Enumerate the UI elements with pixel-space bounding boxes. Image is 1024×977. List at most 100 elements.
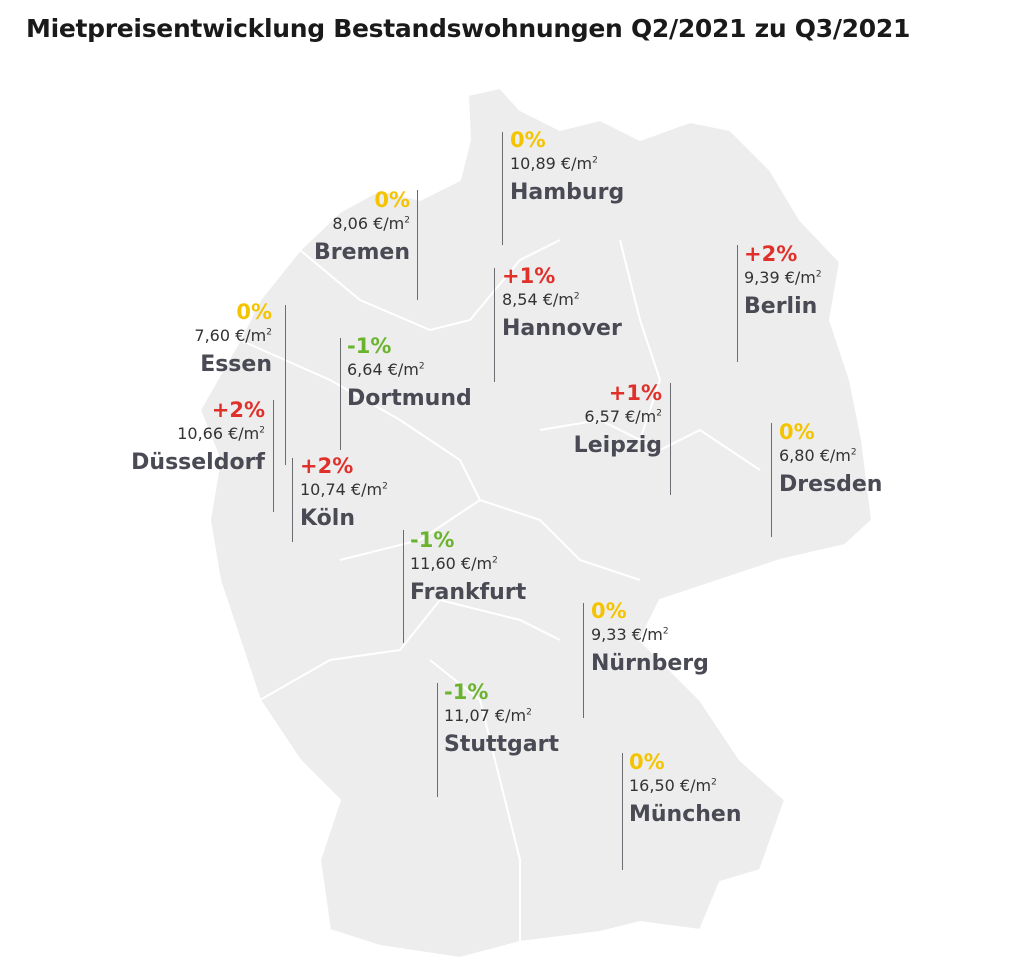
unit: €/m (228, 424, 260, 443)
unit-sup: 2 (266, 327, 272, 338)
unit-sup: 2 (815, 269, 822, 280)
change-percent: 0% (374, 188, 410, 212)
leader-line-hannover (494, 268, 495, 382)
change-percent: -1% (347, 334, 392, 358)
price-per-sqm: 11,60 €/m2 (410, 556, 526, 582)
change-percent: 0% (779, 420, 815, 444)
leader-line-hamburg (502, 132, 503, 245)
price-per-sqm: 16,50 €/m2 (629, 778, 742, 804)
city-label-berlin: +2% 9,39 €/m2 Berlin (744, 244, 822, 318)
price-value: 10,89 (510, 154, 556, 173)
unit-sup: 2 (656, 408, 662, 419)
city-label-duesseldorf: +2% 10,66 €/m2 Düsseldorf (131, 400, 265, 474)
city-label-dresden: 0% 6,80 €/m2 Dresden (779, 422, 882, 496)
price-value: 6,80 (779, 446, 815, 465)
change-percent: 0% (629, 750, 665, 774)
city-name: Dresden (779, 472, 883, 497)
unit: €/m (387, 360, 419, 379)
city-name: Essen (200, 352, 272, 377)
change-percent: 0% (236, 300, 272, 324)
unit: €/m (350, 480, 383, 499)
price-value: 6,57 (584, 407, 621, 426)
unit-sup: 2 (492, 555, 498, 566)
city-name: Hamburg (510, 180, 625, 205)
change-percent: +2% (744, 242, 798, 266)
price-per-sqm: 11,07 €/m2 (444, 708, 559, 734)
city-label-stuttgart: -1% 11,07 €/m2 Stuttgart (444, 682, 559, 756)
price-value: 6,64 (347, 360, 383, 379)
unit: €/m (625, 407, 657, 426)
leader-line-berlin (737, 245, 738, 362)
unit-sup: 2 (259, 425, 265, 436)
leader-line-dortmund (340, 338, 341, 450)
city-name: Köln (300, 506, 355, 531)
price-value: 8,06 (332, 214, 369, 233)
unit-sup: 2 (662, 626, 669, 637)
unit: €/m (679, 776, 712, 795)
city-name: Stuttgart (444, 732, 560, 757)
change-percent: +1% (502, 264, 556, 288)
city-name: Leipzig (573, 433, 662, 458)
unit: €/m (235, 326, 267, 345)
price-per-sqm: 9,39 €/m2 (744, 270, 822, 296)
city-label-hannover: +1% 8,54 €/m2 Hannover (502, 266, 622, 340)
city-label-nuernberg: 0% 9,33 €/m2 Nürnberg (591, 601, 709, 675)
unit-sup: 2 (573, 291, 580, 302)
leader-line-duesseldorf (273, 400, 274, 512)
city-name: Bremen (313, 240, 410, 265)
price-value: 10,66 (177, 424, 224, 443)
city-name: Frankfurt (410, 580, 527, 605)
price-value: 11,07 (444, 706, 490, 725)
price-value: 11,60 (410, 554, 456, 573)
change-percent: 0% (591, 599, 627, 623)
change-percent: 0% (510, 128, 546, 152)
change-percent: -1% (444, 680, 489, 704)
leader-line-koeln (292, 458, 293, 542)
city-name: Düsseldorf (131, 450, 265, 475)
price-value: 10,74 (300, 480, 346, 499)
unit-sup: 2 (850, 447, 857, 458)
unit-sup: 2 (418, 361, 425, 372)
unit-sup: 2 (592, 155, 598, 166)
unit: €/m (631, 625, 663, 644)
city-label-leipzig: +1% 6,57 €/m2 Leipzig (574, 383, 662, 457)
leader-line-muenchen (622, 753, 623, 870)
price-per-sqm: 10,74 €/m2 (300, 482, 388, 508)
unit: €/m (460, 554, 493, 573)
city-label-bremen: 0% 8,06 €/m2 Bremen (314, 190, 410, 264)
price-per-sqm: 10,89 €/m2 (510, 156, 624, 182)
price-per-sqm: 6,64 €/m2 (347, 362, 472, 388)
price-per-sqm: 6,80 €/m2 (779, 448, 882, 474)
city-label-frankfurt: -1% 11,60 €/m2 Frankfurt (410, 530, 526, 604)
price-value: 9,39 (744, 268, 780, 287)
unit-sup: 2 (526, 707, 532, 718)
price-value: 8,54 (502, 290, 538, 309)
price-per-sqm: 7,60 €/m2 (194, 328, 272, 354)
state-borders (239, 239, 761, 942)
leader-line-nuernberg (583, 603, 584, 718)
unit-sup: 2 (382, 481, 388, 492)
leader-line-dresden (771, 423, 772, 537)
price-value: 9,33 (591, 625, 627, 644)
city-name: Berlin (744, 294, 818, 319)
price-per-sqm: 9,33 €/m2 (591, 627, 709, 653)
unit-sup: 2 (404, 215, 410, 226)
unit-sup: 2 (711, 777, 717, 788)
price-value: 16,50 (629, 776, 675, 795)
city-label-koeln: +2% 10,74 €/m2 Köln (300, 456, 388, 530)
unit: €/m (560, 154, 593, 173)
price-per-sqm: 6,57 €/m2 (574, 409, 662, 435)
city-name: Dortmund (347, 386, 472, 411)
unit: €/m (784, 268, 816, 287)
change-percent: -1% (410, 528, 455, 552)
price-per-sqm: 8,06 €/m2 (314, 216, 410, 242)
price-value: 7,60 (194, 326, 231, 345)
city-name: Nürnberg (591, 651, 709, 676)
change-percent: +1% (608, 381, 662, 405)
unit: €/m (542, 290, 574, 309)
city-label-hamburg: 0% 10,89 €/m2 Hamburg (510, 130, 624, 204)
change-percent: +2% (300, 454, 354, 478)
germany-outline (198, 86, 874, 960)
city-label-muenchen: 0% 16,50 €/m2 München (629, 752, 742, 826)
